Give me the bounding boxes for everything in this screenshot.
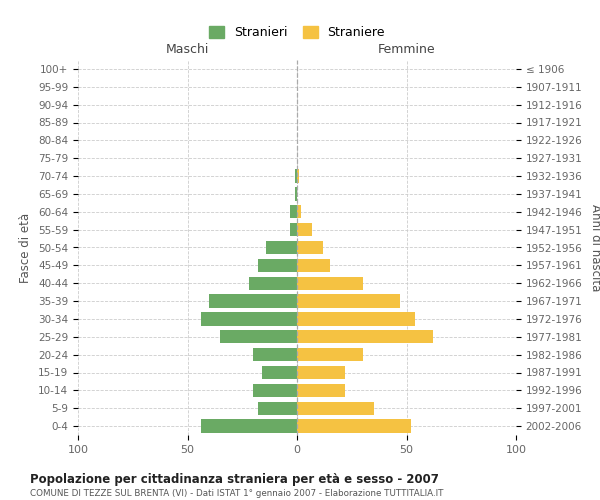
- Bar: [297, 348, 362, 362]
- Bar: [297, 294, 400, 308]
- Bar: [297, 366, 345, 379]
- Y-axis label: Anni di nascita: Anni di nascita: [589, 204, 600, 291]
- Bar: [297, 384, 345, 397]
- Bar: [297, 276, 362, 290]
- Text: COMUNE DI TEZZE SUL BRENTA (VI) - Dati ISTAT 1° gennaio 2007 - Elaborazione TUTT: COMUNE DI TEZZE SUL BRENTA (VI) - Dati I…: [30, 489, 443, 498]
- Text: Popolazione per cittadinanza straniera per età e sesso - 2007: Popolazione per cittadinanza straniera p…: [30, 472, 439, 486]
- Bar: [297, 205, 301, 218]
- Bar: [290, 223, 297, 236]
- Bar: [297, 241, 323, 254]
- Bar: [290, 205, 297, 218]
- Bar: [209, 294, 297, 308]
- Bar: [295, 170, 297, 183]
- Bar: [257, 402, 297, 415]
- Bar: [257, 258, 297, 272]
- Bar: [295, 187, 297, 200]
- Bar: [297, 170, 299, 183]
- Bar: [249, 276, 297, 290]
- Bar: [297, 258, 330, 272]
- Text: Femmine: Femmine: [377, 44, 436, 57]
- Bar: [220, 330, 297, 344]
- Y-axis label: Fasce di età: Fasce di età: [19, 212, 32, 282]
- Bar: [253, 384, 297, 397]
- Bar: [297, 312, 415, 326]
- Bar: [297, 402, 374, 415]
- Bar: [253, 348, 297, 362]
- Legend: Stranieri, Straniere: Stranieri, Straniere: [204, 21, 390, 44]
- Bar: [266, 241, 297, 254]
- Bar: [200, 312, 297, 326]
- Bar: [200, 420, 297, 433]
- Bar: [297, 420, 411, 433]
- Text: Maschi: Maschi: [166, 44, 209, 57]
- Bar: [297, 223, 313, 236]
- Bar: [297, 330, 433, 344]
- Bar: [262, 366, 297, 379]
